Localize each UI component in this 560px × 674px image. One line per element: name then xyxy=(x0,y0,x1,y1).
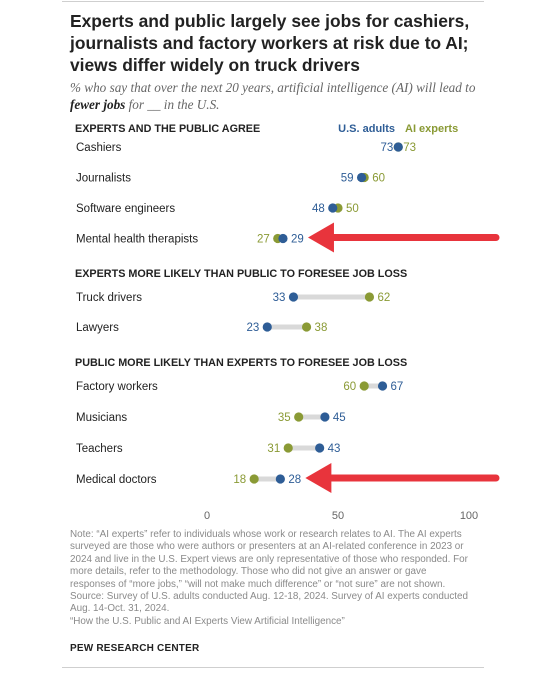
dot-us-adults xyxy=(320,412,330,422)
value-label-us-adults: 28 xyxy=(288,474,301,486)
category-label: Musicians xyxy=(76,412,127,424)
category-label: Journalists xyxy=(76,173,131,185)
value-label-ai-experts: 38 xyxy=(315,322,328,334)
group-heading: EXPERTS AND THE PUBLIC AGREE xyxy=(75,123,260,135)
value-label-ai-experts: 60 xyxy=(372,173,385,185)
dot-us-adults xyxy=(393,142,403,152)
subtitle-bold: fewer jobs xyxy=(70,97,126,112)
category-label: Teachers xyxy=(76,443,123,455)
x-tick-label: 50 xyxy=(332,510,344,522)
legend-us-adults: U.S. adults xyxy=(338,123,395,135)
value-label-us-adults: 45 xyxy=(333,412,346,424)
value-label-ai-experts: 31 xyxy=(267,443,280,455)
category-label: Truck drivers xyxy=(76,292,142,304)
bottom-divider xyxy=(62,667,484,668)
value-label-us-adults: 43 xyxy=(328,443,341,455)
value-label-ai-experts: 35 xyxy=(278,412,291,424)
note-line: more details, refer to the methodology. … xyxy=(70,566,427,578)
value-label-us-adults: 29 xyxy=(291,234,304,246)
note-line: surveyed are those who were authors or p… xyxy=(70,541,464,553)
pew-logo-text: PEW RESEARCH CENTER xyxy=(70,643,200,654)
note-line: “How the U.S. Public and AI Experts View… xyxy=(70,615,345,627)
note-line: responses of “more jobs,” “will not make… xyxy=(70,578,446,590)
note-line: Aug. 14-Oct. 31, 2024. xyxy=(70,603,170,615)
category-label: Cashiers xyxy=(76,142,122,154)
category-label: Lawyers xyxy=(76,322,119,334)
value-label-us-adults: 33 xyxy=(273,292,286,304)
note-line: Source: Survey of U.S. adults conducted … xyxy=(70,591,468,603)
value-label-ai-experts: 73 xyxy=(403,142,416,154)
note-line: Note: “AI experts” refer to individuals … xyxy=(70,529,462,540)
category-label: Medical doctors xyxy=(76,474,157,486)
chart-title: Experts and public largely see jobs for … xyxy=(70,11,470,75)
dot-ai-experts xyxy=(294,412,304,422)
dot-us-adults xyxy=(275,474,285,484)
value-label-ai-experts: 62 xyxy=(377,292,390,304)
value-label-ai-experts: 60 xyxy=(343,381,356,393)
subtitle-text-2: for __ in the U.S. xyxy=(125,97,220,112)
dot-us-adults xyxy=(288,292,299,302)
dot-ai-experts xyxy=(359,381,369,391)
subtitle-text-1: % who say that over the next 20 years, a… xyxy=(70,80,476,95)
category-label: Factory workers xyxy=(76,381,158,393)
value-label-us-adults: 67 xyxy=(391,381,404,393)
note-line: 2024 and live in the U.S. Expert views a… xyxy=(70,553,468,565)
dot-us-adults xyxy=(356,172,367,183)
dot-us-adults xyxy=(278,233,288,244)
group-heading: EXPERTS MORE LIKELY THAN PUBLIC TO FORES… xyxy=(75,268,407,280)
x-tick-label: 100 xyxy=(460,510,478,522)
value-label-us-adults: 23 xyxy=(246,322,259,334)
dot-ai-experts xyxy=(283,443,293,453)
dot-ai-experts xyxy=(249,474,259,484)
top-divider xyxy=(62,1,484,2)
dot-ai-experts xyxy=(301,322,312,332)
arrow-head xyxy=(305,463,332,493)
dot-ai-experts xyxy=(364,292,375,302)
x-tick-label: 0 xyxy=(204,510,210,522)
legend-ai-experts: AI experts xyxy=(405,123,458,135)
dot-plot: U.S. adults AI experts EXPERTS AND THE PUB… xyxy=(75,123,500,522)
value-label-ai-experts: 27 xyxy=(257,234,270,246)
chart-subtitle: % who say that over the next 20 years, a… xyxy=(70,79,490,113)
value-label-us-adults: 59 xyxy=(341,173,354,185)
group-heading: PUBLIC MORE LIKELY THAN EXPERTS TO FORES… xyxy=(75,357,407,369)
dot-us-adults xyxy=(262,322,272,332)
category-label: Mental health therapists xyxy=(76,234,198,246)
dot-us-adults xyxy=(328,203,338,213)
value-label-ai-experts: 50 xyxy=(346,203,359,215)
dot-us-adults xyxy=(315,443,325,453)
dot-us-adults xyxy=(377,381,388,391)
value-label-ai-experts: 18 xyxy=(233,474,246,486)
chart-note: Note: “AI experts” refer to individuals … xyxy=(70,529,490,628)
category-label: Software engineers xyxy=(76,203,175,215)
arrow-head xyxy=(307,222,334,253)
value-label-us-adults: 73 xyxy=(380,142,393,154)
value-label-us-adults: 48 xyxy=(312,203,325,215)
